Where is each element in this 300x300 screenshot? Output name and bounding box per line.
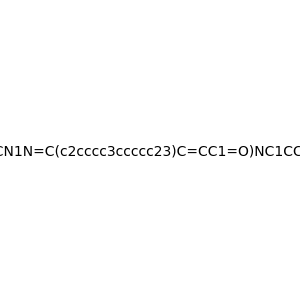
Text: O=C(CN1N=C(c2cccc3ccccc23)C=CC1=O)NC1CCCCCC1: O=C(CN1N=C(c2cccc3ccccc23)C=CC1=O)NC1CCC…	[0, 145, 300, 158]
